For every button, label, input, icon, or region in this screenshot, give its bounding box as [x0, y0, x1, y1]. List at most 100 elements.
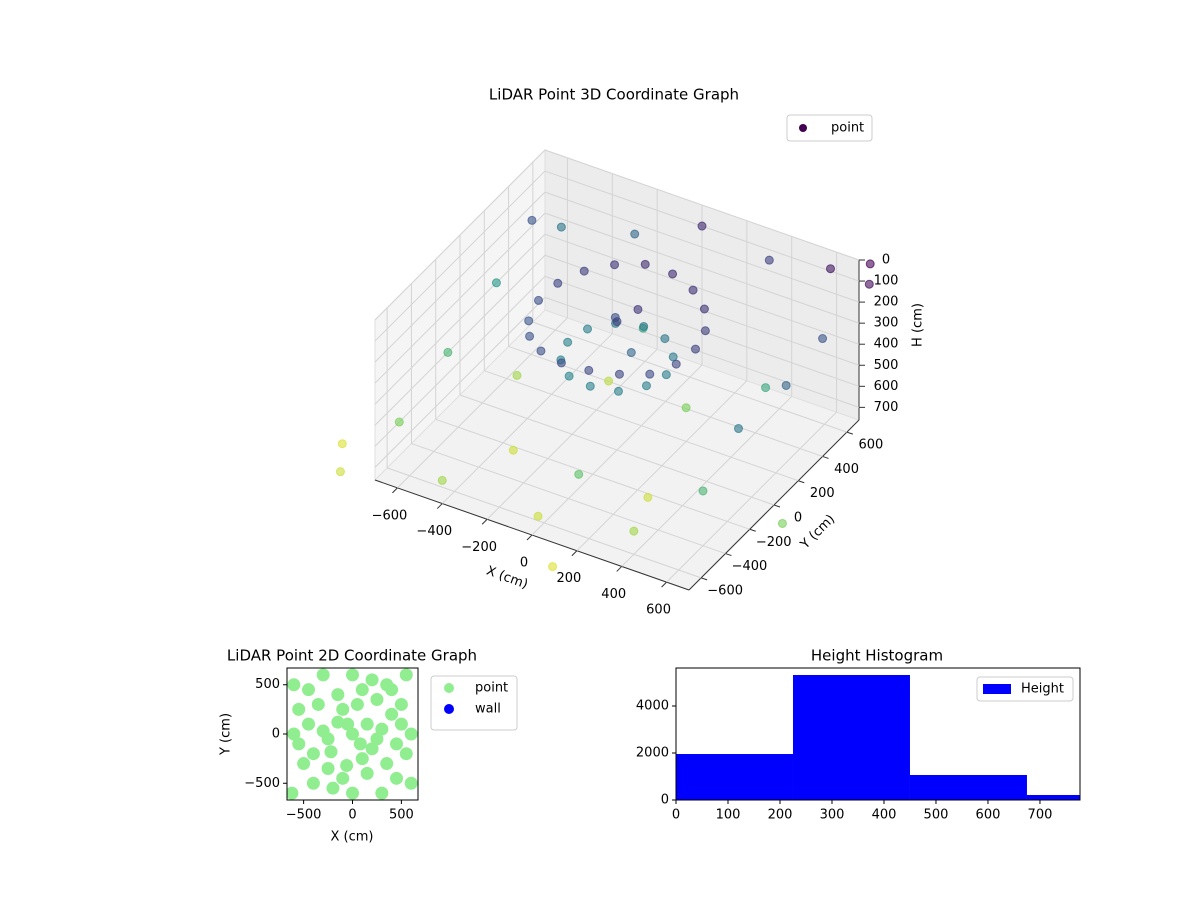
x-tick-label: 0	[348, 808, 356, 823]
y-tick	[773, 504, 781, 508]
legend-marker	[444, 683, 454, 693]
point	[533, 511, 543, 521]
grid-line	[411, 443, 726, 555]
point	[527, 215, 537, 225]
point	[292, 737, 306, 751]
z-tick-label: 300	[874, 316, 899, 331]
point	[355, 683, 369, 697]
point	[399, 747, 413, 761]
point	[287, 678, 301, 692]
point	[302, 717, 316, 731]
x-tick-label: 600	[976, 808, 1001, 823]
y-tick-label: 0	[661, 793, 669, 808]
x-tick	[526, 534, 533, 541]
point	[370, 693, 384, 707]
z-tick-label: 100	[874, 274, 899, 289]
point	[630, 229, 640, 239]
y-tick-label: 2000	[636, 745, 669, 760]
y-tick-label: 600	[858, 438, 883, 453]
z-tick-label: 400	[874, 337, 899, 352]
point	[640, 259, 650, 269]
point	[404, 776, 418, 790]
x-tick	[481, 518, 488, 525]
point	[375, 786, 389, 800]
x-tick	[571, 550, 578, 557]
point	[525, 331, 535, 341]
point	[346, 727, 359, 741]
y-tick	[725, 553, 732, 557]
point	[341, 717, 355, 731]
y-tick	[798, 480, 805, 484]
y-tick	[846, 431, 854, 435]
grid-line	[459, 394, 775, 506]
point	[331, 688, 345, 702]
point	[612, 317, 622, 327]
y-tick-label: −400	[732, 559, 768, 574]
z-axis-label: H (cm)	[911, 303, 926, 347]
z-tick-label: 700	[874, 400, 899, 415]
legend-marker	[799, 124, 807, 132]
x-tick-label: −200	[461, 540, 497, 555]
point	[370, 732, 384, 746]
point	[697, 221, 707, 231]
point	[614, 369, 624, 379]
x-tick-label: 0	[520, 556, 528, 571]
point	[604, 376, 614, 386]
point	[764, 255, 774, 265]
point	[734, 424, 743, 434]
legend-marker	[983, 684, 1011, 694]
x-tick-label: 0	[672, 808, 680, 823]
x-tick	[661, 581, 667, 588]
point	[346, 786, 359, 800]
grid-line	[374, 254, 546, 426]
y-tick-label: −600	[707, 583, 743, 598]
point	[534, 295, 543, 305]
point	[613, 386, 623, 396]
point	[326, 781, 340, 795]
grid-line	[374, 297, 546, 468]
point	[360, 766, 374, 780]
point	[335, 467, 345, 477]
axes-frame	[675, 667, 1081, 801]
point	[324, 745, 338, 759]
z-tick-label: 600	[874, 379, 899, 394]
point	[346, 668, 359, 682]
point	[564, 371, 574, 381]
point	[508, 445, 518, 455]
point	[626, 348, 636, 358]
point	[698, 486, 708, 496]
chart-title: LiDAR Point 2D Coordinate Graph	[227, 647, 477, 665]
point	[818, 334, 828, 344]
point	[512, 370, 522, 380]
point	[553, 278, 563, 288]
z-tick-label: 500	[874, 358, 899, 373]
point	[297, 757, 311, 771]
point	[761, 383, 771, 393]
grid-line	[544, 212, 860, 324]
legend-marker	[444, 704, 454, 714]
grid-line	[374, 233, 546, 405]
legend-label: Height	[1021, 682, 1064, 697]
grid-line	[374, 149, 546, 321]
point	[287, 727, 301, 741]
x-tick-label: 500	[389, 808, 414, 823]
point	[556, 358, 566, 368]
y-axis-label: Y (cm)	[797, 512, 838, 553]
point	[700, 326, 710, 336]
point	[365, 742, 379, 756]
x-tick-label: 400	[872, 808, 897, 823]
point	[292, 702, 306, 716]
grid-line	[386, 467, 702, 579]
point	[585, 381, 595, 391]
point	[380, 757, 394, 771]
point	[491, 278, 501, 288]
y-tick-label: 0	[794, 511, 802, 526]
point	[660, 334, 670, 344]
point	[404, 727, 418, 741]
point	[287, 786, 299, 800]
point	[777, 518, 787, 528]
point	[548, 562, 558, 572]
point	[671, 359, 681, 369]
grid-line	[544, 233, 860, 345]
legend-label: wall	[475, 702, 501, 717]
